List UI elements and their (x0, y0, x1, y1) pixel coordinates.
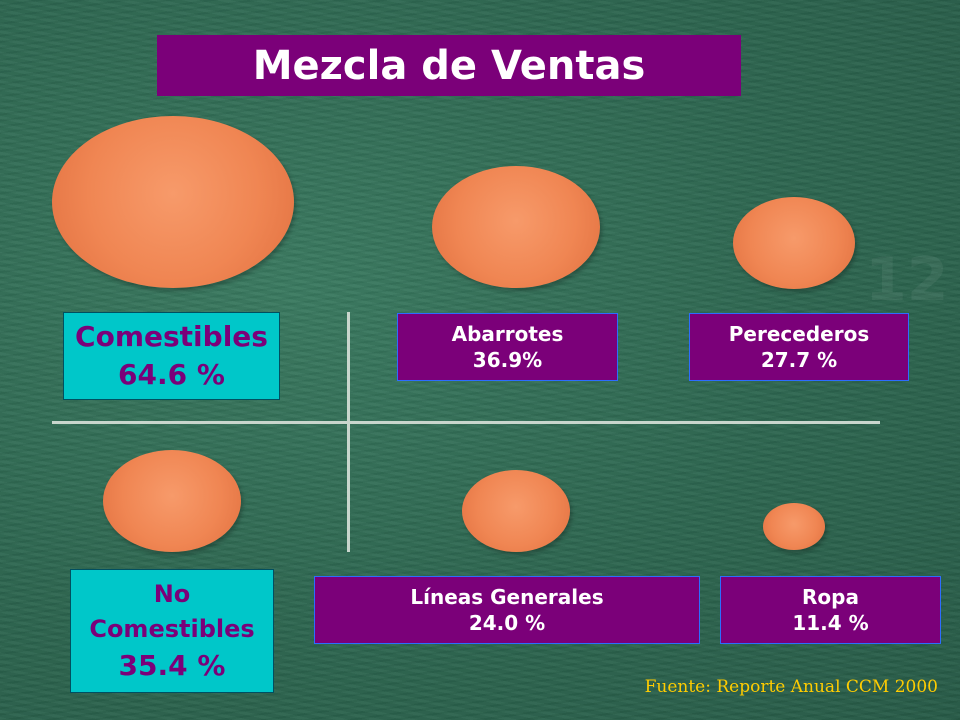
background-ghost-number: 12 (865, 245, 949, 315)
source-note: Fuente: Reporte Anual CCM 2000 (644, 677, 938, 697)
abarrotes-label: Abarrotes (451, 322, 564, 346)
abarrotes-sphere (432, 166, 600, 288)
ropa-sphere (763, 503, 825, 550)
comestibles-box: Comestibles 64.6 % (63, 312, 280, 400)
vertical-divider (347, 312, 350, 552)
perecederos-box: Perecederos 27.7 % (689, 313, 909, 381)
no-comestibles-sphere (103, 450, 241, 552)
horizontal-divider (52, 421, 880, 424)
ropa-box: Ropa 11.4 % (720, 576, 941, 644)
lineas-generales-sphere (462, 470, 570, 552)
ropa-label: Ropa (802, 585, 859, 609)
perecederos-value: 27.7 % (760, 348, 838, 372)
perecederos-sphere (733, 197, 855, 289)
ropa-value: 11.4 % (792, 611, 869, 635)
lineas-generales-label: Líneas Generales (410, 585, 604, 609)
no-comestibles-box: No Comestibles 35.4 % (70, 569, 274, 693)
no-comestibles-line1: No (153, 580, 191, 608)
comestibles-label: Comestibles (75, 320, 268, 353)
lineas-generales-value: 24.0 % (468, 611, 546, 635)
comestibles-sphere (52, 116, 294, 288)
abarrotes-box: Abarrotes 36.9% (397, 313, 618, 381)
comestibles-value: 64.6 % (118, 358, 225, 391)
no-comestibles-line2: Comestibles (89, 615, 255, 643)
lineas-generales-box: Líneas Generales 24.0 % (314, 576, 700, 644)
perecederos-label: Perecederos (728, 322, 870, 346)
slide-title: Mezcla de Ventas (157, 35, 741, 96)
no-comestibles-value: 35.4 % (118, 649, 226, 682)
abarrotes-value: 36.9% (472, 348, 543, 372)
